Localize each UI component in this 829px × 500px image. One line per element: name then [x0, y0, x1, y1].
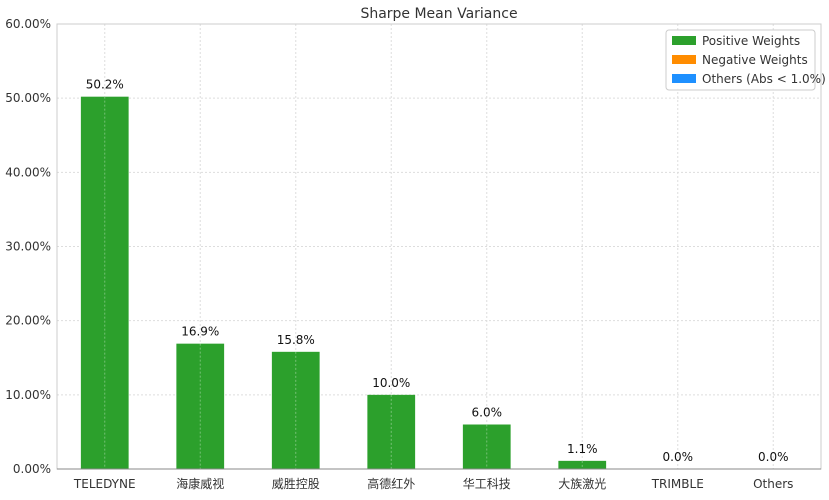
x-tick-label: TRIMBLE	[651, 477, 704, 491]
bar-3	[367, 394, 416, 469]
axes: 0.00% 10.00% 20.00% 30.00% 40.00% 50.00% 60.00…	[5, 17, 822, 491]
data-label: 0.0%	[663, 450, 694, 464]
data-label: 16.9%	[181, 325, 219, 339]
data-label: 0.0%	[758, 450, 789, 464]
data-label: 10.0%	[372, 376, 410, 390]
x-tick-label: 威胜控股	[272, 476, 320, 491]
y-tick-label: 10.00%	[5, 388, 51, 402]
x-tick-label: 华工科技	[463, 477, 511, 491]
bar-0	[80, 96, 129, 469]
x-tick-label: 高德红外	[367, 476, 415, 491]
legend-label: Positive Weights	[702, 34, 800, 48]
legend-box	[665, 29, 816, 91]
x-tick-label: TELEDYNE	[73, 477, 136, 491]
x-tick-label: Others	[753, 477, 793, 491]
y-tick-label: 60.00%	[5, 17, 51, 31]
data-label: 50.2%	[86, 78, 124, 92]
legend-swatch	[672, 55, 696, 64]
legend-swatch	[672, 74, 696, 83]
y-tick-label: 20.00%	[5, 314, 51, 328]
bar-4	[462, 424, 511, 469]
x-tick-label: 大族激光	[558, 477, 606, 491]
data-label: 1.1%	[567, 442, 598, 456]
data-label: 6.0%	[472, 406, 503, 420]
bars: 50.2% 16.9% 15.8% 10.0% 6.0% 1.1% 0.0% 0.0%	[80, 78, 789, 469]
x-tick-label: 海康威视	[176, 476, 224, 491]
legend-label: Others (Abs < 1.0%)	[702, 72, 826, 86]
bar-1	[176, 343, 225, 469]
bar-2	[271, 351, 320, 469]
y-tick-label: 0.00%	[13, 462, 51, 476]
data-label: 15.8%	[277, 333, 315, 347]
chart-title: Sharpe Mean Variance	[360, 6, 517, 22]
y-tick-label: 30.00%	[5, 240, 51, 254]
y-tick-label: 40.00%	[5, 165, 51, 179]
bar-5	[558, 460, 607, 469]
legend-swatch	[672, 36, 696, 45]
legend: Positive Weights Negative Weights Others (…	[665, 29, 826, 91]
grid-lines	[57, 23, 821, 470]
y-tick-label: 50.00%	[5, 91, 51, 105]
legend-label: Negative Weights	[702, 53, 808, 67]
